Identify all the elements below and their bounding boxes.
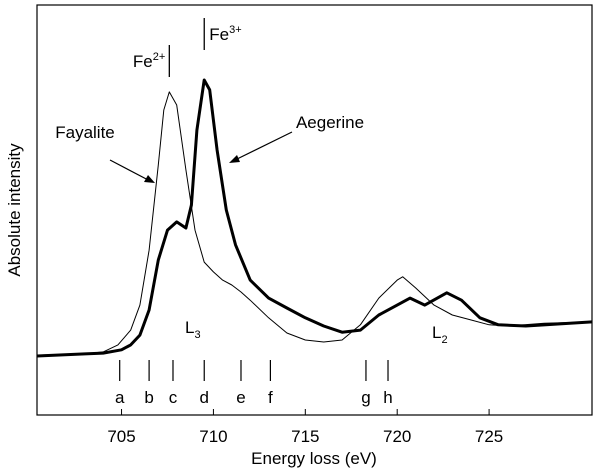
peak-label-sup: 3+ — [229, 24, 242, 36]
series-label: Aegerine — [296, 113, 364, 132]
x-tick-label: 720 — [383, 427, 411, 446]
feature-label: b — [144, 388, 153, 407]
feature-label: d — [200, 388, 209, 407]
edge-label-text: L — [432, 323, 441, 342]
arrow-head — [229, 155, 240, 163]
edge-label-sub: 2 — [441, 334, 447, 346]
series-line — [36, 91, 593, 356]
plot-frame — [36, 4, 593, 416]
feature-label: g — [361, 388, 370, 407]
feature-label: h — [383, 388, 392, 407]
x-tick-label: 715 — [291, 427, 319, 446]
series-line — [36, 78, 593, 358]
peak-label-sup: 2+ — [153, 51, 166, 63]
x-tick-label: 705 — [107, 427, 135, 446]
feature-label: c — [169, 388, 178, 407]
peak-label-text: Fe — [209, 25, 229, 44]
edge-label: L2 — [432, 323, 448, 346]
feature-label: a — [115, 388, 125, 407]
feature-label: f — [268, 388, 273, 407]
y-axis-label: Absolute intensity — [5, 143, 24, 277]
peak-label-text: Fe — [133, 52, 153, 71]
arrow-line — [232, 131, 293, 162]
edge-label-text: L — [185, 318, 194, 337]
edge-label-sub: 3 — [194, 329, 200, 341]
x-tick-label: 725 — [475, 427, 503, 446]
arrow-line — [109, 159, 153, 183]
feature-label: e — [236, 388, 245, 407]
peak-label: Fe3+ — [209, 24, 241, 44]
x-axis-label: Energy loss (eV) — [251, 449, 377, 468]
series-label: Fayalite — [55, 123, 115, 142]
peak-label: Fe2+ — [133, 51, 165, 71]
edge-label: L3 — [185, 318, 201, 341]
arrow-head — [144, 175, 155, 183]
x-tick-label: 710 — [199, 427, 227, 446]
